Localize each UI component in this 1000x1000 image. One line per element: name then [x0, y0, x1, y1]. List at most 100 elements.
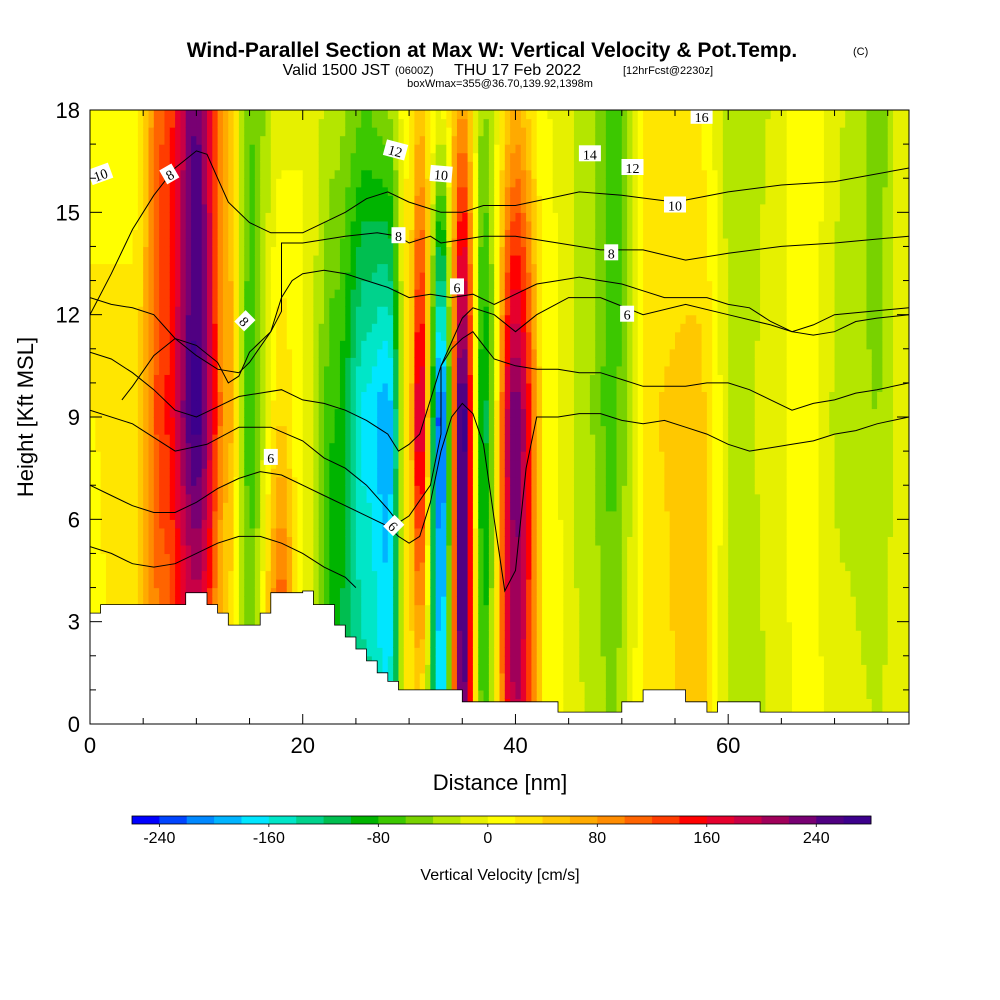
- velocity-cell: [377, 306, 384, 316]
- velocity-cell: [451, 510, 458, 520]
- velocity-cell: [308, 263, 314, 273]
- velocity-cell: [329, 323, 336, 333]
- velocity-cell: [143, 399, 150, 410]
- velocity-cell: [100, 195, 107, 205]
- velocity-cell: [95, 118, 102, 128]
- velocity-cell: [260, 553, 267, 563]
- velocity-cell: [276, 510, 283, 520]
- velocity-cell: [446, 314, 453, 324]
- velocity-cell: [222, 254, 229, 265]
- velocity-cell: [403, 613, 410, 623]
- velocity-cell: [366, 519, 373, 529]
- velocity-cell: [100, 280, 107, 290]
- velocity-cell: [355, 152, 362, 162]
- velocity-cell: [180, 596, 187, 606]
- velocity-cell: [339, 468, 346, 478]
- velocity-cell: [366, 152, 373, 162]
- velocity-cell: [228, 451, 235, 461]
- velocity-cell: [228, 476, 235, 486]
- velocity-cell: [329, 596, 336, 606]
- velocity-cell: [228, 110, 235, 120]
- velocity-cell: [414, 613, 421, 623]
- velocity-cell: [169, 135, 176, 145]
- velocity-cell: [121, 246, 128, 256]
- velocity-cell: [387, 297, 394, 307]
- velocity-cell: [451, 110, 458, 120]
- velocity-cell: [281, 186, 288, 196]
- velocity-cell: [233, 331, 240, 341]
- velocity-cell: [345, 468, 352, 478]
- velocity-cell: [456, 587, 463, 597]
- velocity-cell: [265, 417, 272, 427]
- velocity-cell: [403, 365, 410, 375]
- velocity-cell: [324, 169, 330, 179]
- velocity-cell: [339, 382, 346, 393]
- velocity-cell: [446, 289, 453, 299]
- velocity-cell: [132, 110, 139, 120]
- velocity-cell: [441, 323, 447, 333]
- velocity-cell: [276, 331, 283, 341]
- velocity-cell: [270, 144, 277, 154]
- velocity-cell: [451, 647, 458, 657]
- velocity-cell: [143, 365, 150, 375]
- velocity-cell: [281, 306, 288, 316]
- velocity-cell: [286, 519, 293, 529]
- velocity-cell: [265, 152, 272, 162]
- velocity-cell: [339, 459, 346, 469]
- velocity-cell: [148, 272, 155, 282]
- velocity-cell: [419, 638, 426, 648]
- velocity-cell: [308, 399, 314, 410]
- velocity-cell: [393, 459, 400, 469]
- velocity-cell: [116, 544, 123, 555]
- velocity-cell: [324, 272, 330, 282]
- velocity-cell: [430, 502, 437, 512]
- velocity-cell: [334, 127, 341, 137]
- velocity-cell: [222, 161, 229, 171]
- velocity-cell: [249, 536, 256, 546]
- velocity-cell: [238, 553, 245, 563]
- velocity-cell: [339, 357, 346, 367]
- velocity-cell: [180, 314, 187, 324]
- velocity-cell: [249, 459, 256, 469]
- velocity-cell: [254, 417, 261, 427]
- velocity-cell: [355, 510, 362, 520]
- velocity-cell: [355, 613, 362, 623]
- velocity-cell: [270, 357, 277, 367]
- velocity-cell: [451, 169, 458, 179]
- velocity-cell: [260, 127, 267, 137]
- velocity-cell: [286, 323, 293, 333]
- velocity-cell: [196, 254, 203, 265]
- velocity-cell: [127, 152, 134, 162]
- velocity-cell: [238, 382, 245, 393]
- velocity-cell: [90, 237, 96, 248]
- velocity-cell: [164, 323, 171, 333]
- velocity-cell: [308, 144, 314, 154]
- velocity-cell: [164, 314, 171, 324]
- velocity-cell: [169, 152, 176, 162]
- velocity-cell: [249, 161, 256, 171]
- velocity-cell: [217, 186, 224, 196]
- velocity-cell: [185, 272, 192, 282]
- velocity-cell: [105, 212, 112, 222]
- velocity-cell: [393, 544, 400, 555]
- velocity-cell: [196, 161, 203, 171]
- velocity-cell: [324, 323, 330, 333]
- velocity-cell: [345, 519, 352, 529]
- velocity-cell: [292, 408, 299, 418]
- velocity-cell: [143, 306, 150, 316]
- velocity-cell: [116, 527, 123, 537]
- velocity-cell: [419, 510, 426, 520]
- velocity-cell: [196, 135, 203, 145]
- velocity-cell: [105, 144, 112, 154]
- velocity-cell: [260, 314, 267, 324]
- velocity-cell: [324, 280, 330, 290]
- velocity-cell: [398, 161, 405, 171]
- velocity-cell: [185, 280, 192, 290]
- velocity-cell: [441, 280, 447, 290]
- forecast-info: [12hrFcst@2230z]: [623, 65, 713, 77]
- velocity-cell: [90, 596, 96, 606]
- velocity-cell: [148, 493, 155, 503]
- velocity-cell: [419, 672, 426, 682]
- velocity-cell: [393, 246, 400, 256]
- velocity-cell: [116, 561, 123, 572]
